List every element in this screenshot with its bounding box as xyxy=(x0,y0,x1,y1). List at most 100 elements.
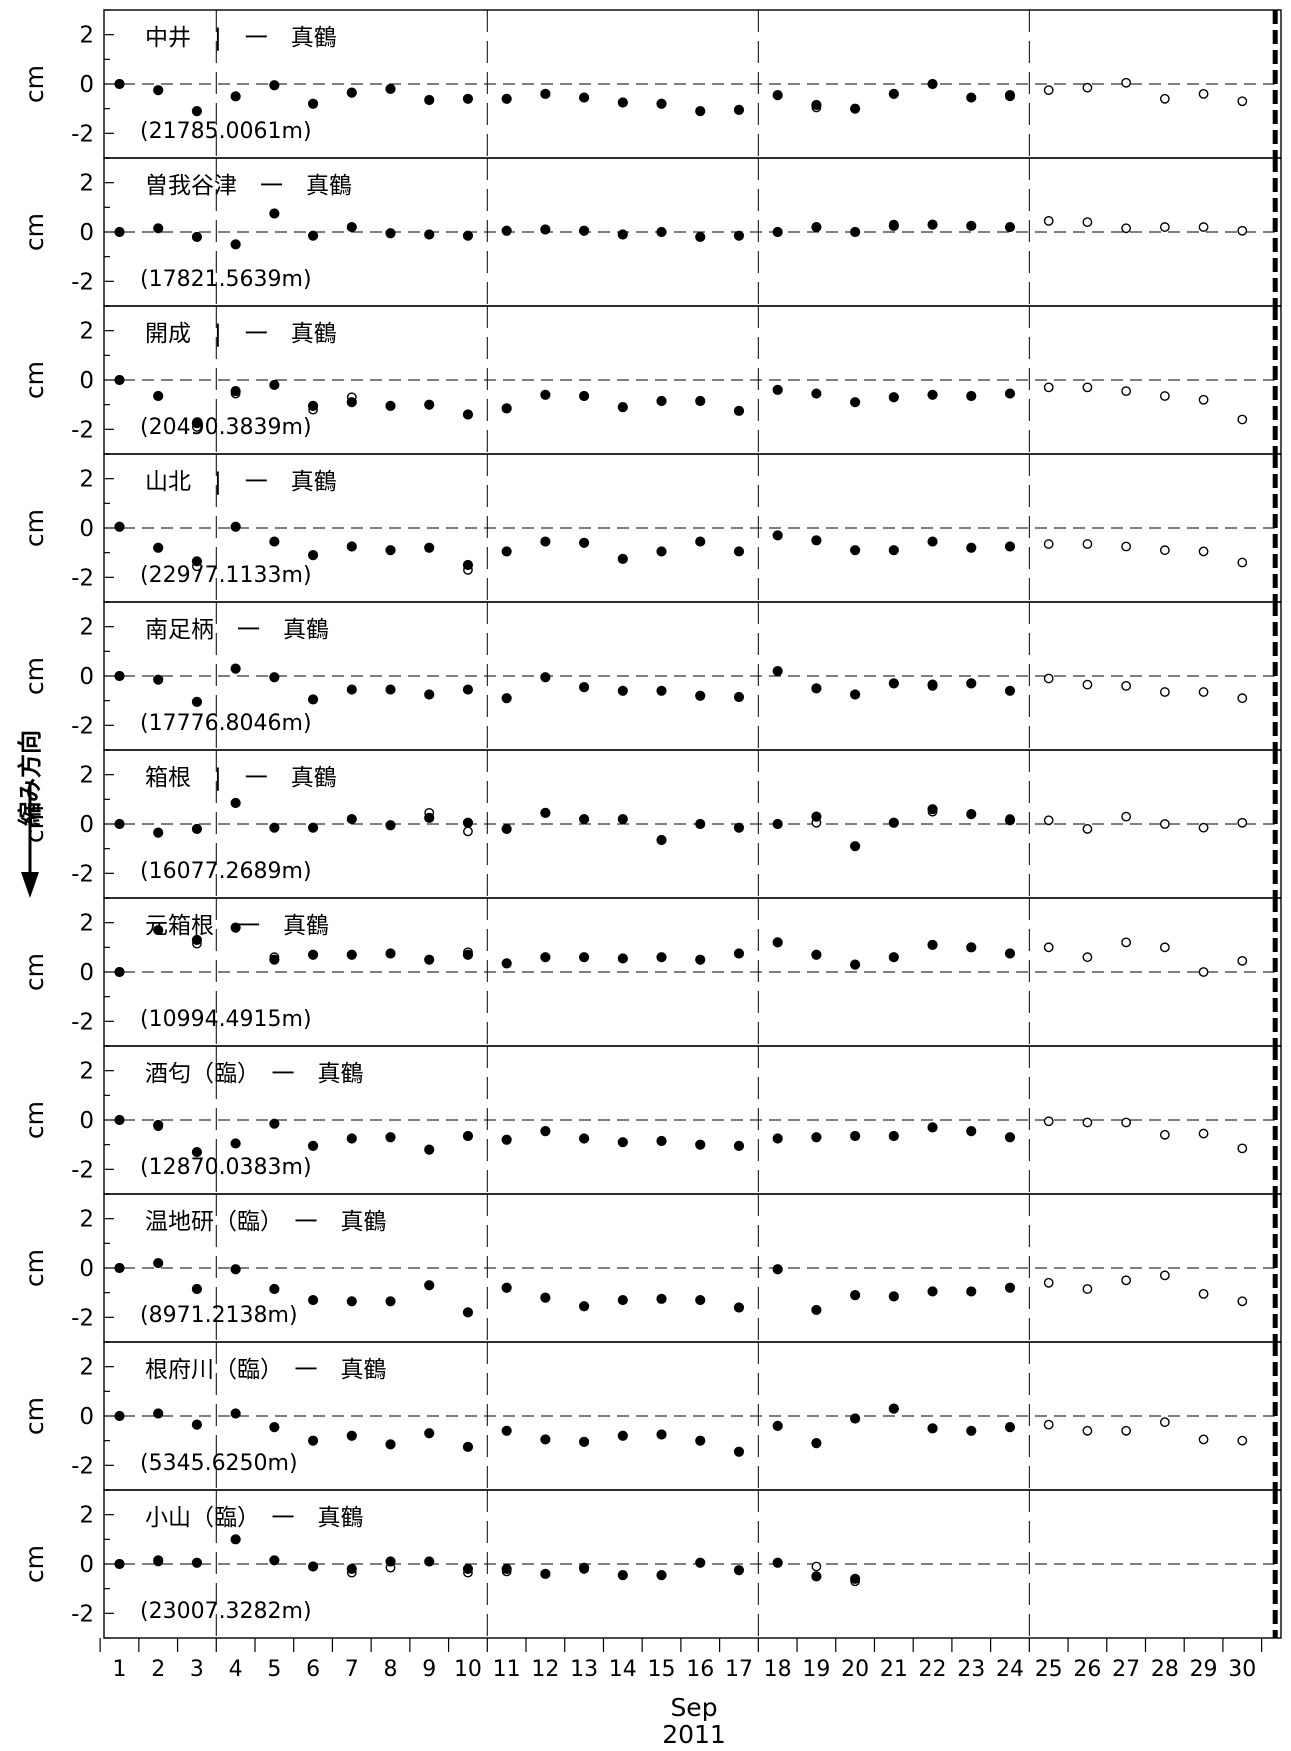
panel-distance: (17821.5639m) xyxy=(140,267,312,292)
filled-point xyxy=(540,952,551,963)
filled-point xyxy=(501,93,512,104)
filled-point xyxy=(114,818,125,830)
panel-distance: (22977.1133m) xyxy=(140,563,312,588)
filled-point xyxy=(850,841,861,852)
filled-point xyxy=(695,1294,706,1306)
filled-point xyxy=(540,1292,551,1303)
filled-point xyxy=(114,1262,125,1274)
open-point xyxy=(1121,223,1132,234)
filled-point xyxy=(191,1419,203,1430)
filled-point xyxy=(695,818,706,830)
filled-point xyxy=(656,226,667,238)
filled-point xyxy=(191,106,203,117)
filled-point xyxy=(966,220,977,231)
filled-point xyxy=(1004,388,1016,399)
filled-point xyxy=(501,1425,512,1436)
open-point xyxy=(1082,679,1093,690)
x-tick-label: 6 xyxy=(306,1657,320,1682)
open-point xyxy=(1237,557,1248,568)
open-point xyxy=(1159,1417,1170,1428)
y-tick-label: 2 xyxy=(79,1059,94,1085)
filled-point xyxy=(385,1556,396,1567)
filled-point xyxy=(927,78,938,90)
filled-point xyxy=(578,952,590,963)
open-point xyxy=(1198,822,1209,833)
panel-border xyxy=(103,1489,1282,1639)
panel-distance: (17776.8046m) xyxy=(140,711,312,736)
filled-point xyxy=(695,231,706,243)
x-tick-label: 20 xyxy=(841,1657,869,1682)
open-point xyxy=(1237,1143,1248,1154)
filled-point xyxy=(307,822,319,833)
y-tick-label: 0 xyxy=(79,368,94,394)
x-tick-label: 8 xyxy=(384,1657,398,1682)
filled-point xyxy=(346,1563,357,1575)
x-axis-label: Sep xyxy=(670,1693,717,1722)
filled-point xyxy=(114,1114,125,1126)
y-tick-label: 0 xyxy=(79,1404,94,1430)
y-tick-label: -2 xyxy=(71,417,94,443)
open-point xyxy=(1043,85,1054,96)
filled-point xyxy=(578,682,590,693)
open-point xyxy=(1159,545,1170,556)
filled-point xyxy=(191,1146,203,1158)
filled-point xyxy=(153,674,164,685)
filled-point xyxy=(307,1561,319,1572)
filled-point xyxy=(966,390,977,402)
filled-point xyxy=(1004,541,1016,552)
panel-title: 山北 | 一 真鶴 xyxy=(145,469,337,495)
filled-point xyxy=(385,820,396,831)
filled-point xyxy=(307,1140,319,1152)
filled-point xyxy=(617,685,628,696)
filled-point xyxy=(269,1555,280,1566)
filled-point xyxy=(811,811,822,822)
panel-3: 2 0 -2 cm 開成 | 一 真鶴 (20490.3839m) xyxy=(20,305,1282,455)
panel-distance: (12870.0383m) xyxy=(140,1155,312,1180)
filled-point xyxy=(966,1425,977,1436)
filled-point xyxy=(966,942,977,953)
filled-point xyxy=(424,94,435,106)
y-tick-label: -2 xyxy=(71,713,94,739)
x-tick-label: 2 xyxy=(151,1657,165,1682)
y-axis-label: cm xyxy=(20,65,49,103)
y-tick-label: -2 xyxy=(71,1009,94,1035)
x-tick-label: 12 xyxy=(531,1657,559,1682)
filled-point xyxy=(424,954,435,965)
filled-point xyxy=(540,224,551,235)
filled-point xyxy=(617,813,628,825)
y-tick-label: 0 xyxy=(79,812,94,838)
x-tick-label: 9 xyxy=(422,1657,436,1682)
filled-point xyxy=(501,225,512,236)
open-point xyxy=(1043,215,1054,226)
filled-point xyxy=(695,954,706,965)
filled-point xyxy=(927,939,938,950)
filled-point xyxy=(850,689,861,700)
panel-title: 南足柄 一 真鶴 xyxy=(145,617,329,643)
filled-point xyxy=(811,1304,822,1316)
filled-point xyxy=(733,1565,745,1576)
filled-point xyxy=(811,949,822,960)
x-tick-label: 29 xyxy=(1190,1657,1218,1682)
filled-point xyxy=(269,379,280,391)
x-tick-label: 27 xyxy=(1112,1657,1140,1682)
filled-point xyxy=(888,1130,899,1142)
filled-point xyxy=(346,684,357,695)
filled-point xyxy=(1004,1422,1016,1433)
open-point xyxy=(1082,1117,1093,1128)
y-tick-label: 2 xyxy=(79,763,94,789)
x-tick-label: 4 xyxy=(229,1657,243,1682)
filled-point xyxy=(191,556,203,567)
filled-point xyxy=(772,1133,783,1144)
open-point xyxy=(1198,88,1209,99)
open-point xyxy=(1159,222,1170,232)
filled-point xyxy=(230,91,241,102)
filled-point xyxy=(811,535,822,546)
filled-point xyxy=(966,678,977,689)
filled-point xyxy=(501,693,512,704)
filled-point xyxy=(153,1119,164,1131)
panel-distance: (5345.6250m) xyxy=(140,1451,298,1476)
panel-title: 酒匂（臨） 一 真鶴 xyxy=(145,1061,364,1087)
open-point xyxy=(1082,82,1093,93)
filled-point xyxy=(772,1420,783,1431)
